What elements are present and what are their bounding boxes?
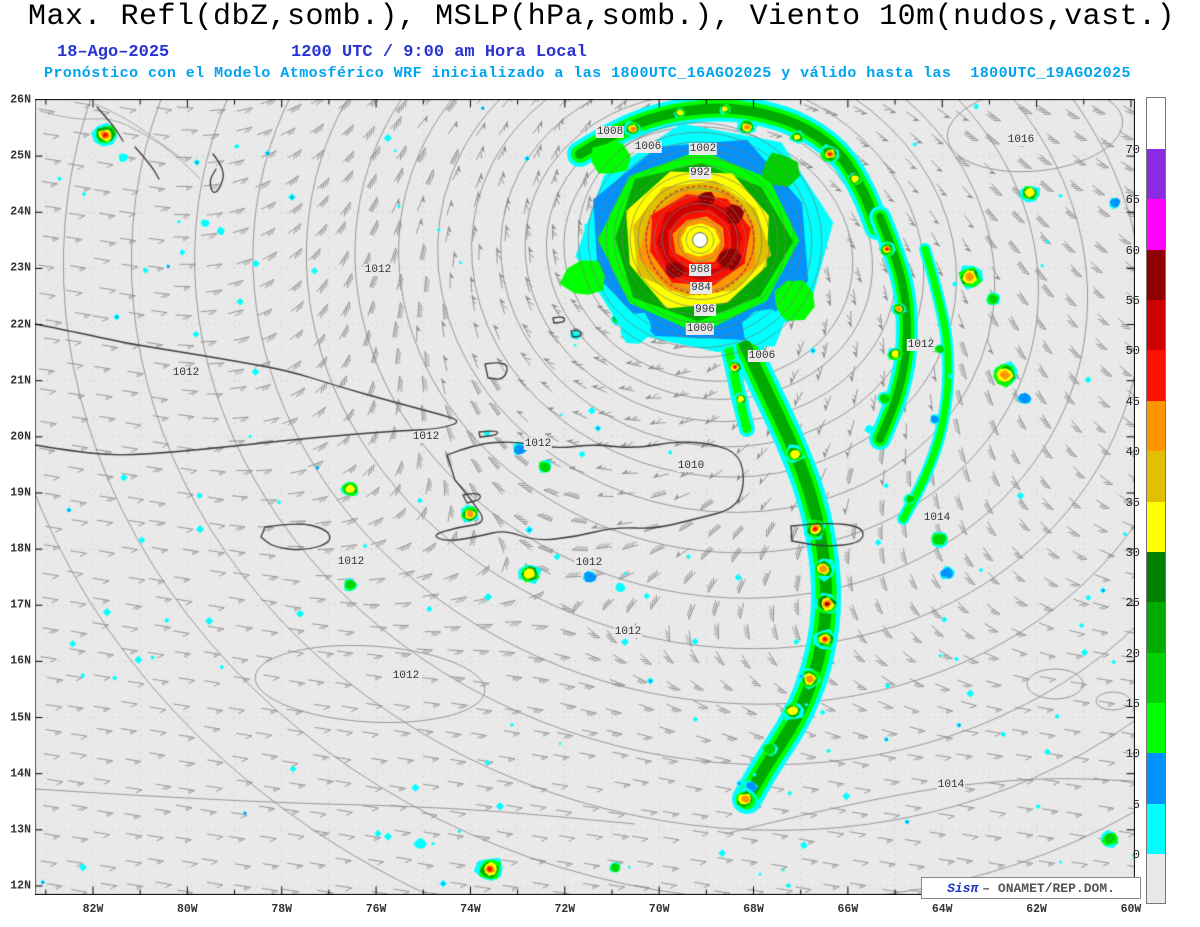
isobar-label-1012: 1012	[906, 339, 936, 351]
lat-label-23N: 23N	[10, 261, 31, 275]
colorbar-segment-35-40	[1147, 451, 1165, 502]
colorbar-segment-55-60	[1147, 249, 1165, 301]
isobar-label-1012: 1012	[574, 557, 604, 569]
lat-label-18N: 18N	[10, 542, 31, 556]
colorbar-segment-60-65	[1147, 199, 1165, 250]
lat-label-24N: 24N	[10, 205, 31, 219]
colorbar-segment-40-45	[1147, 400, 1165, 452]
lat-label-26N: 26N	[10, 93, 31, 107]
colorbar-segment-below0	[1147, 854, 1165, 904]
lat-label-25N: 25N	[10, 149, 31, 163]
lat-label-16N: 16N	[10, 654, 31, 668]
colorbar-segment-20-25	[1147, 602, 1165, 653]
weather-map-canvas	[35, 99, 1135, 895]
lon-label-66W: 66W	[837, 903, 859, 916]
colorbar-segment-70-75	[1147, 98, 1165, 149]
colorbar-segment-30-35	[1147, 501, 1165, 552]
lat-label-20N: 20N	[10, 430, 31, 444]
isobar-label-968: 968	[689, 264, 711, 276]
lon-label-72W: 72W	[554, 903, 576, 916]
colorbar-segment-25-30	[1147, 551, 1165, 603]
isobar-label-1016: 1016	[1006, 134, 1036, 146]
chart-title: Max. Refl(dbZ,somb.), MSLP(hPa,somb.), V…	[28, 0, 1176, 34]
colorbar-segment-10-15	[1147, 702, 1165, 754]
colorbar-segment-5-10	[1147, 753, 1165, 804]
reflectivity-colorbar	[1146, 97, 1166, 904]
isobar-label-992: 992	[689, 167, 711, 179]
valid-date: 18–Ago–2025	[57, 43, 170, 62]
lon-label-74W: 74W	[460, 903, 481, 916]
colorbar-segment-65-70	[1147, 149, 1165, 200]
lon-label-70W: 70W	[648, 903, 670, 916]
isobar-label-1012: 1012	[411, 431, 441, 443]
lon-label-76W: 76W	[365, 903, 387, 916]
isobar-label-1008: 1008	[595, 126, 625, 138]
credit-org: – ONAMET/REP.DOM.	[982, 880, 1115, 896]
colorbar-segment-50-55	[1147, 300, 1165, 351]
lon-label-64W: 64W	[931, 903, 953, 916]
map-area	[35, 99, 1135, 895]
lon-label-78W: 78W	[271, 903, 293, 916]
colorbar-segment-0-5	[1147, 803, 1165, 855]
colorbar-segment-15-20	[1147, 652, 1165, 703]
isobar-label-984: 984	[690, 282, 712, 294]
isobar-label-1012: 1012	[523, 438, 553, 450]
isobar-label-1012: 1012	[363, 264, 393, 276]
credit-brand: Sisπ	[947, 880, 979, 896]
isobar-label-1010: 1010	[676, 460, 706, 472]
lat-label-15N: 15N	[10, 711, 31, 725]
model-subtitle: Pronóstico con el Modelo Atmosférico WRF…	[44, 65, 1131, 82]
lat-label-19N: 19N	[10, 486, 31, 500]
isobar-label-1012: 1012	[171, 367, 201, 379]
isobar-label-1006: 1006	[747, 350, 777, 362]
lon-label-68W: 68W	[743, 903, 764, 916]
isobar-label-1014: 1014	[936, 779, 966, 791]
isobar-label-1012: 1012	[613, 626, 643, 638]
valid-time: 1200 UTC / 9:00 am Hora Local	[291, 43, 587, 62]
lon-label-62W: 62W	[1026, 903, 1047, 916]
lat-label-17N: 17N	[10, 598, 31, 612]
isobar-label-1012: 1012	[391, 670, 421, 682]
isobar-label-1000: 1000	[685, 323, 715, 335]
credit-box: Sisπ – ONAMET/REP.DOM.	[921, 877, 1141, 899]
lon-label-60W: 60W	[1120, 903, 1142, 916]
lat-label-12N: 12N	[10, 879, 31, 893]
colorbar-segment-45-50	[1147, 350, 1165, 401]
isobar-label-1006: 1006	[633, 141, 663, 153]
lat-label-13N: 13N	[10, 823, 31, 837]
lon-label-82W: 82W	[82, 903, 104, 916]
lat-label-21N: 21N	[10, 374, 31, 388]
isobar-label-996: 996	[694, 304, 716, 316]
lat-label-14N: 14N	[10, 767, 31, 781]
isobar-label-1014: 1014	[922, 512, 952, 524]
isobar-label-1012: 1012	[336, 556, 366, 568]
lon-label-80W: 80W	[177, 903, 198, 916]
lat-label-22N: 22N	[10, 318, 31, 332]
isobar-label-1002: 1002	[688, 143, 718, 155]
